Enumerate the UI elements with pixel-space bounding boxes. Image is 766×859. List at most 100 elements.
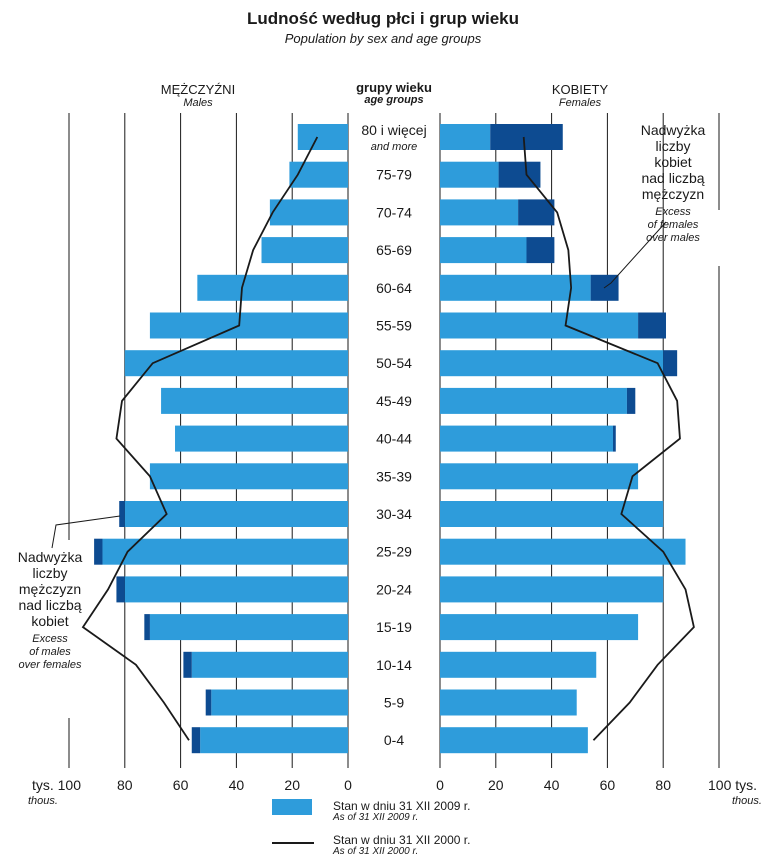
excess-females-annotation: Nadwyżka liczby kobiet nad liczbą mężczy…: [618, 122, 728, 245]
legend-line-text: Stan w dniu 31 XII 2000 r.: [333, 833, 471, 847]
female-excess-bar: [490, 124, 563, 150]
male-bar: [211, 689, 348, 716]
female-bar: [440, 651, 597, 678]
male-bar: [149, 614, 348, 641]
male-bar: [175, 425, 348, 452]
excess-females-leader: [603, 221, 667, 289]
age-group-label: 40-44: [376, 431, 412, 447]
male-bar: [191, 651, 348, 678]
male-bar: [197, 274, 348, 301]
excess-females-line-4: nad liczbą: [641, 170, 705, 186]
age-group-label: 35-39: [376, 468, 412, 484]
x-tick-label: 60: [600, 777, 616, 793]
female-bar: [440, 199, 519, 226]
excess-females-line-2: liczby: [655, 138, 691, 154]
x-tick-label: tys. 100: [32, 777, 81, 793]
x-tick-label: 40: [229, 777, 245, 793]
excess-females-en-1: Excess: [655, 206, 691, 218]
excess-males-line-2: liczby: [32, 565, 68, 581]
female-bar: [440, 274, 591, 301]
female-bar: [440, 576, 664, 603]
age-group-label: 10-14: [376, 657, 412, 673]
male-bar: [200, 727, 348, 754]
excess-females-line-3: kobiet: [654, 154, 692, 170]
x-tick-label: 20: [284, 777, 300, 793]
male-excess-bar: [144, 614, 150, 641]
age-group-label: 55-59: [376, 318, 412, 334]
age-group-sublabel: and more: [371, 141, 417, 153]
age-group-label: 0-4: [384, 732, 404, 748]
x-tick-label: 80: [117, 777, 133, 793]
legend-bar-text: Stan w dniu 31 XII 2009 r.: [333, 799, 471, 813]
male-2000-line: [81, 136, 319, 741]
excess-females-line-5: mężczyzn: [641, 186, 705, 202]
male-excess-bar: [205, 689, 212, 716]
male-excess-bar: [183, 651, 192, 678]
age-group-label: 50-54: [376, 355, 412, 371]
age-group-label: 30-34: [376, 506, 412, 522]
female-excess-bar: [612, 425, 616, 452]
female-bar: [440, 312, 639, 339]
male-bar: [149, 312, 348, 339]
female-bar: [440, 237, 527, 264]
male-excess-bar: [191, 727, 201, 754]
female-bar: [440, 161, 499, 188]
age-group-label: 60-64: [376, 280, 412, 296]
excess-males-line-4: nad liczbą: [18, 597, 82, 613]
x-tick-label: 20: [488, 777, 504, 793]
males-header-sublabel: Males: [183, 97, 213, 109]
age-groups-header-sublabel: age groups: [364, 94, 424, 106]
male-bar: [289, 161, 348, 188]
male-excess-bar: [119, 501, 125, 527]
x-tick-label: 40: [544, 777, 560, 793]
excess-males-leader: [51, 515, 121, 549]
male-bar: [124, 576, 348, 603]
female-bar: [440, 124, 491, 150]
excess-females-en-2: of females: [647, 219, 699, 231]
female-bar: [440, 501, 664, 527]
age-group-label: 25-29: [376, 544, 412, 560]
chart-subtitle: Population by sex and age groups: [284, 31, 482, 46]
age-group-label: 75-79: [376, 167, 412, 183]
age-groups-header: grupy wieku age groups: [324, 80, 464, 106]
legend-bar-text-en: As of 31 XII 2009 r.: [333, 812, 419, 823]
female-excess-bar: [638, 312, 666, 339]
excess-males-en-2: of males: [29, 646, 71, 658]
female-bar: [440, 689, 577, 716]
age-group-label: 15-19: [376, 619, 412, 635]
female-bar: [440, 425, 613, 452]
excess-males-line-1: Nadwyżka: [17, 549, 83, 565]
female-bar: [440, 614, 639, 641]
age-group-label: 5-9: [384, 695, 404, 711]
male-excess-bar: [94, 538, 103, 565]
male-bar: [269, 199, 348, 226]
male-bar: [149, 463, 348, 490]
female-bar: [440, 350, 664, 377]
legend-line-label: Stan w dniu 31 XII 2000 r. As of 31 XII …: [333, 834, 470, 858]
age-group-label: 70-74: [376, 204, 412, 220]
left-unit-en: thous.: [28, 795, 58, 807]
male-bar: [261, 237, 348, 264]
female-bar: [440, 387, 627, 414]
age-group-label: 65-69: [376, 242, 412, 258]
excess-males-line-3: mężczyzn: [18, 581, 82, 597]
legend-bar-swatch: [272, 799, 312, 815]
male-bar: [297, 124, 348, 150]
female-excess-bar: [518, 199, 555, 226]
excess-females-line-1: Nadwyżka: [640, 122, 706, 138]
excess-males-en-3: over females: [18, 659, 82, 671]
female-excess-bar: [663, 350, 678, 377]
x-tick-label: 0: [436, 777, 444, 793]
male-excess-bar: [116, 576, 125, 603]
legend-line-text-en: As of 31 XII 2000 r.: [333, 846, 419, 857]
excess-females-en-3: over males: [646, 232, 700, 244]
excess-males-annotation: Nadwyżka liczby mężczyzn nad liczbą kobi…: [4, 549, 96, 672]
x-tick-label: 100 tys.: [708, 777, 757, 793]
excess-males-line-5: kobiet: [31, 613, 69, 629]
age-group-label: 20-24: [376, 581, 412, 597]
females-header: KOBIETY Females: [510, 82, 650, 109]
females-header-label: KOBIETY: [551, 82, 609, 97]
males-header-label: MĘŻCZYŹNI: [160, 82, 236, 97]
age-groups-header-label: grupy wieku: [356, 80, 432, 95]
